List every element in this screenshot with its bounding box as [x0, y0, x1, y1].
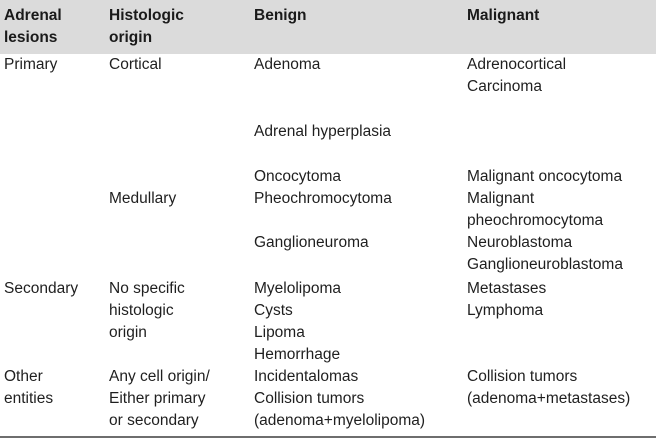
header-histologic-origin: Histologic origin [109, 7, 184, 46]
cell-benign-adrenal-hyperplasia: Adrenal hyperplasia [254, 123, 392, 140]
cell-benign-oncocytoma: Oncocytoma [254, 168, 342, 185]
cell-origin-or-secondary: or secondary [109, 412, 199, 429]
cell-lesion-entities: entities [4, 390, 54, 407]
cell-benign-hemorrhage: Hemorrhage [254, 346, 341, 363]
header-malignant: Malignant [467, 7, 540, 24]
cell-origin-medullary: Medullary [109, 190, 177, 207]
cell-benign-adenoma-myelolipoma: (adenoma+myelolipoma) [254, 412, 426, 429]
cell-benign-collision-tumors: Collision tumors [254, 390, 365, 407]
cell-malignant-collision-tumors: Collision tumors [467, 368, 578, 385]
cell-benign-adenoma: Adenoma [254, 56, 321, 73]
cell-malignant-ganglioneuroblastoma: Ganglioneuroblastoma [467, 256, 623, 273]
header-adrenal-lesions: Adrenal lesions [4, 7, 62, 46]
cell-origin-no-specific: No specific [109, 280, 185, 297]
cell-origin-cortical: Cortical [109, 56, 162, 73]
cell-malignant-adenoma-metastases: (adenoma+metastases) [467, 390, 631, 407]
cell-malignant-lymphoma: Lymphoma [467, 302, 544, 319]
cell-benign-lipoma: Lipoma [254, 324, 305, 341]
cell-malignant-carcinoma: Carcinoma [467, 78, 542, 95]
cell-lesion-primary: Primary [4, 56, 58, 73]
cell-lesion-other: Other [4, 368, 43, 385]
cell-malignant-metastases: Metastases [467, 280, 547, 297]
cell-origin-either-primary: Either primary [109, 390, 206, 407]
cell-malignant-oncocytoma: Malignant oncocytoma [467, 168, 623, 185]
table-bottom-rule [0, 436, 656, 438]
cell-lesion-secondary: Secondary [4, 280, 79, 297]
cell-origin-histologic: histologic [109, 302, 174, 319]
cell-benign-pheochromocytoma: Pheochromocytoma [254, 190, 392, 207]
cell-malignant-adrenocortical: Adrenocortical [467, 56, 567, 73]
header-benign: Benign [254, 7, 307, 24]
cell-origin-any-cell: Any cell origin/ [109, 368, 210, 385]
cell-origin-origin: origin [109, 324, 147, 341]
cell-benign-ganglioneuroma: Ganglioneuroma [254, 234, 369, 251]
cell-benign-incidentalomas: Incidentalomas [254, 368, 359, 385]
cell-benign-myelolipoma: Myelolipoma [254, 280, 342, 297]
cell-benign-cysts: Cysts [254, 302, 293, 319]
table-header: Adrenal lesions Histologic origin Benign… [0, 0, 656, 54]
cell-malignant-pheo-line2: pheochromocytoma [467, 212, 604, 229]
cell-malignant-neuroblastoma: Neuroblastoma [467, 234, 573, 251]
cell-malignant-pheo-line1: Malignant [467, 190, 535, 207]
